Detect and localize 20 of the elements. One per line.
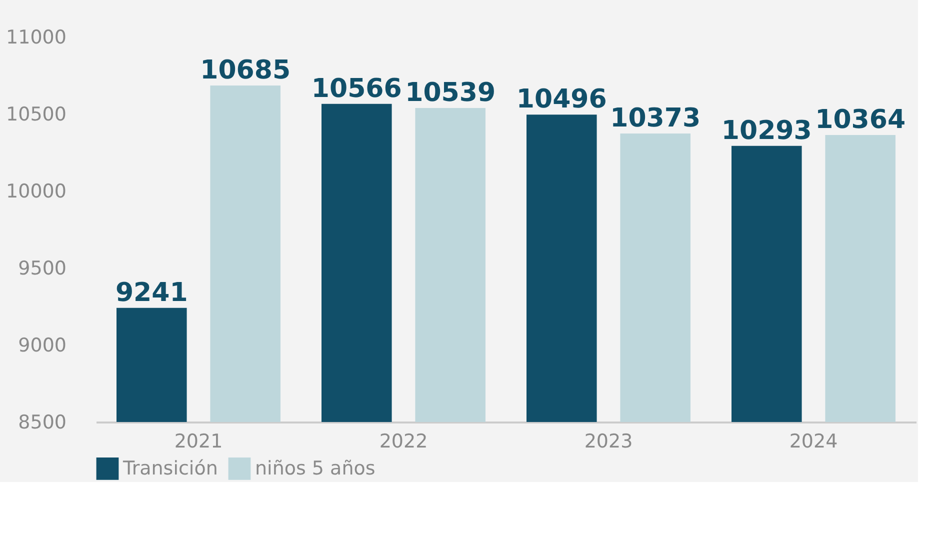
x-tick-label: 2024 (789, 430, 838, 452)
y-tick-label: 9000 (18, 334, 66, 356)
data-label: 10293 (721, 116, 812, 146)
y-tick-label: 9500 (18, 258, 66, 280)
data-label: 10373 (610, 104, 701, 134)
legend-label: niños 5 años (255, 458, 376, 480)
x-tick-label: 2022 (379, 430, 428, 452)
y-tick-label: 8500 (18, 412, 66, 434)
data-label: 10685 (200, 56, 291, 86)
legend-label: Transición (122, 458, 218, 480)
data-label: 10566 (311, 74, 402, 104)
y-tick-label: 10000 (6, 180, 66, 202)
y-tick-label: 10500 (6, 104, 66, 126)
y-tick-label: 11000 (6, 26, 66, 48)
data-label: 10364 (815, 104, 906, 135)
data-label: 9241 (115, 278, 188, 308)
x-tick-label: 2023 (584, 430, 633, 452)
data-label: 10539 (405, 78, 496, 108)
x-tick-label: 2021 (174, 430, 223, 452)
data-label: 10496 (516, 84, 607, 115)
